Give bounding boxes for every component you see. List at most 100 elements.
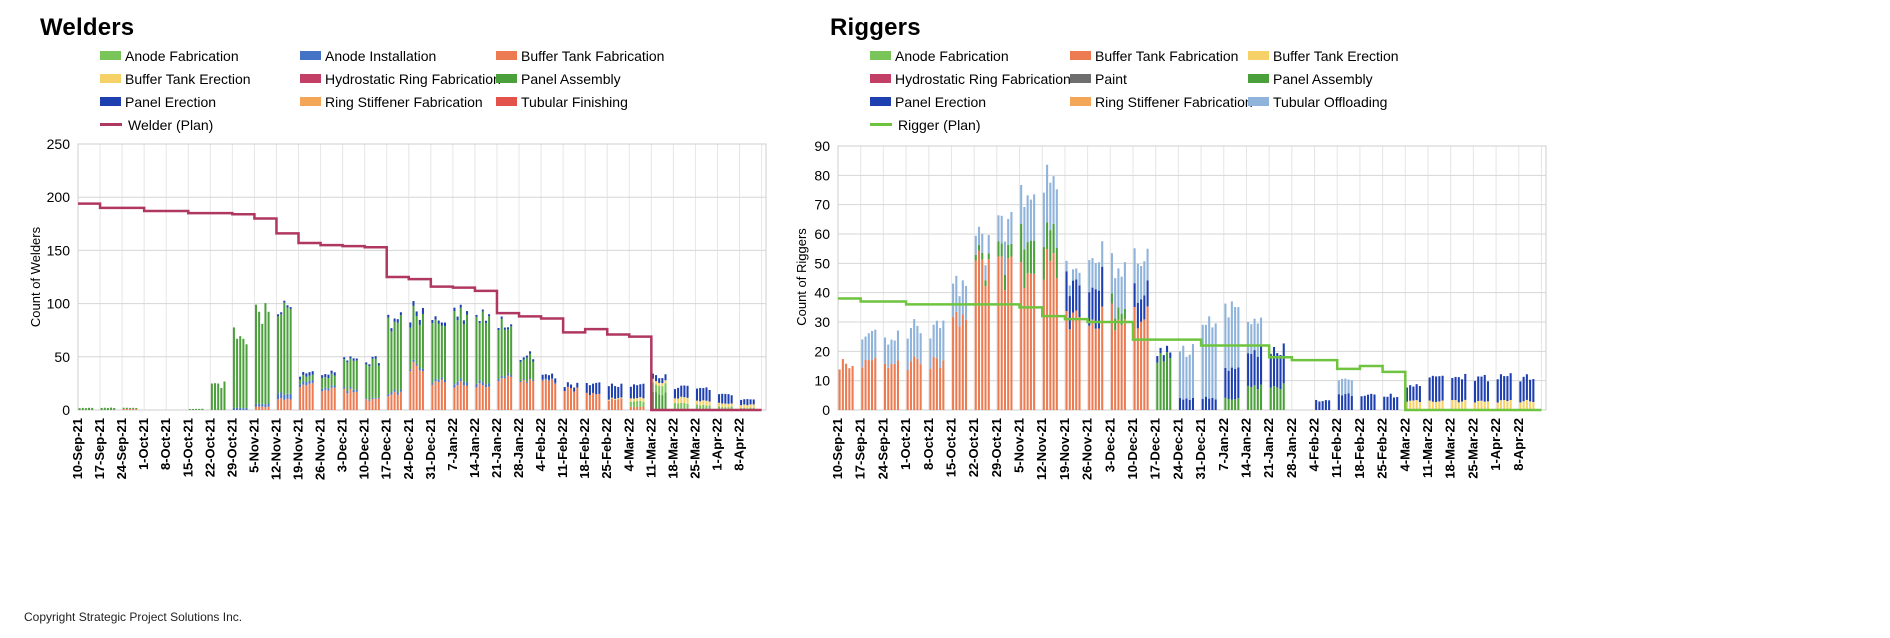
bar-buffer_fab bbox=[636, 407, 639, 410]
bar-buffer_erect bbox=[683, 397, 686, 404]
bar-panel_asm bbox=[223, 381, 226, 410]
x-tick-label: 5-Nov-21 bbox=[246, 418, 261, 473]
legend-swatch bbox=[1070, 97, 1091, 106]
bar-tubular_off bbox=[1234, 306, 1237, 369]
bar-buffer_fab bbox=[277, 399, 280, 410]
bar-anode_install bbox=[352, 389, 355, 393]
bar-buffer_fab bbox=[620, 398, 623, 410]
bar-panel_asm bbox=[655, 392, 658, 410]
bar-panel_erect bbox=[554, 378, 557, 383]
bar-anode_install bbox=[327, 388, 330, 391]
bar-panel_asm bbox=[412, 305, 415, 360]
bar-tubular_off bbox=[883, 337, 887, 364]
welders-ylabel: Count of Welders bbox=[28, 226, 43, 327]
bar-panel_erect bbox=[529, 351, 532, 354]
bar-buffer_erect bbox=[680, 396, 683, 403]
bar-panel_erect bbox=[743, 399, 746, 405]
bar-panel_asm bbox=[188, 409, 191, 410]
legend-swatch bbox=[870, 74, 891, 83]
legend-label: Panel Assembly bbox=[1273, 70, 1373, 87]
bar-tubular_off bbox=[1347, 379, 1350, 394]
bar-panel_erect bbox=[1237, 367, 1240, 399]
bar-tubular_off bbox=[1350, 380, 1353, 396]
bar-panel_asm bbox=[1007, 244, 1010, 259]
bar-panel_erect bbox=[563, 387, 566, 392]
bar-tubular_off bbox=[1049, 182, 1052, 231]
bar-panel_erect bbox=[683, 385, 686, 398]
welders-panel: Welders Anode Fabrication Anode Installat… bbox=[0, 0, 945, 600]
bar-buffer_fab bbox=[311, 383, 314, 410]
bar-buffer_fab bbox=[952, 316, 955, 410]
bar-anode_install bbox=[418, 368, 421, 371]
bar-panel_erect bbox=[311, 371, 314, 375]
bar-panel_erect bbox=[1318, 401, 1321, 410]
bar-panel_erect bbox=[1409, 385, 1412, 401]
bar-buffer_erect bbox=[632, 398, 636, 402]
bar-panel_asm bbox=[1033, 240, 1036, 274]
bar-tubular_off bbox=[1114, 278, 1117, 319]
bar-buffer_fab bbox=[1146, 306, 1149, 410]
bar-tubular_off bbox=[1042, 192, 1045, 247]
bar-buffer_erect bbox=[620, 397, 623, 399]
bar-panel_asm bbox=[997, 241, 1000, 257]
bar-panel_asm bbox=[1250, 387, 1253, 410]
bar-panel_erect bbox=[1324, 400, 1327, 410]
bar-panel_asm bbox=[651, 391, 654, 410]
bar-panel_erect bbox=[519, 359, 522, 362]
bar-tubular_off bbox=[1204, 324, 1207, 397]
bar-panel_asm bbox=[220, 387, 223, 410]
bar-buffer_fab bbox=[355, 391, 358, 410]
bar-panel_erect bbox=[1065, 271, 1068, 312]
bar-panel_asm bbox=[245, 344, 248, 408]
bar-panel_asm bbox=[1010, 243, 1013, 257]
bar-anode_install bbox=[481, 382, 484, 386]
bar-buffer_fab bbox=[939, 367, 942, 410]
bar-buffer_fab bbox=[308, 383, 311, 410]
bar-panel_erect bbox=[302, 371, 305, 376]
bar-panel_erect bbox=[1276, 353, 1279, 388]
bar-buffer_erect bbox=[1418, 402, 1421, 410]
bar-buffer_fab bbox=[554, 383, 557, 410]
bar-buffer_fab bbox=[1114, 330, 1117, 410]
x-tick-label: 17-Dec-21 bbox=[1148, 418, 1163, 479]
bar-buffer_fab bbox=[551, 379, 554, 410]
bar-tubular_off bbox=[1110, 253, 1113, 294]
bar-panel_erect bbox=[607, 386, 610, 400]
bar-panel_erect bbox=[702, 388, 705, 401]
bar-panel_asm bbox=[1237, 398, 1240, 410]
bar-tubular_off bbox=[1097, 262, 1100, 291]
bar-anode_install bbox=[434, 378, 437, 382]
bar-panel_erect bbox=[614, 386, 617, 399]
bar-buffer_fab bbox=[343, 388, 346, 410]
bar-panel_asm bbox=[437, 323, 440, 380]
bar-anode_install bbox=[365, 398, 368, 400]
bar-buffer_fab bbox=[466, 385, 469, 410]
bar-anode_install bbox=[453, 384, 456, 388]
bar-buffer_fab bbox=[874, 357, 877, 410]
legend-item-riggers-6: Panel Erection bbox=[870, 92, 1070, 111]
x-tick-label: 8-Apr-22 bbox=[1511, 418, 1526, 471]
bar-buffer_fab bbox=[906, 370, 909, 410]
bar-buffer_fab bbox=[1046, 248, 1049, 410]
bar-anode_install bbox=[264, 404, 267, 408]
bar-panel_asm bbox=[352, 360, 355, 390]
bar-panel_erect bbox=[1088, 292, 1091, 326]
y-tick-label: 40 bbox=[814, 285, 830, 301]
bar-panel_erect bbox=[1188, 399, 1191, 410]
bar-panel_erect bbox=[1405, 387, 1408, 402]
bar-panel_asm bbox=[236, 338, 239, 408]
bar-panel_asm bbox=[510, 326, 513, 376]
x-tick-label: 18-Feb-22 bbox=[577, 418, 592, 479]
x-tick-label: 12-Nov-21 bbox=[1034, 418, 1049, 480]
bar-panel_asm bbox=[1114, 318, 1117, 331]
bar-anode_install bbox=[368, 399, 371, 401]
bar-buffer_fab bbox=[864, 359, 867, 410]
bar-buffer_erect bbox=[1483, 401, 1486, 410]
bar-anode_install bbox=[330, 385, 333, 388]
bar-tubular_off bbox=[1224, 303, 1227, 368]
bar-tubular_off bbox=[1344, 378, 1347, 395]
bar-panel_asm bbox=[1276, 387, 1279, 410]
bar-panel_erect bbox=[1532, 379, 1535, 403]
bar-panel_erect bbox=[1529, 379, 1532, 402]
legend-item-welders-2: Buffer Tank Fabrication bbox=[496, 46, 692, 65]
